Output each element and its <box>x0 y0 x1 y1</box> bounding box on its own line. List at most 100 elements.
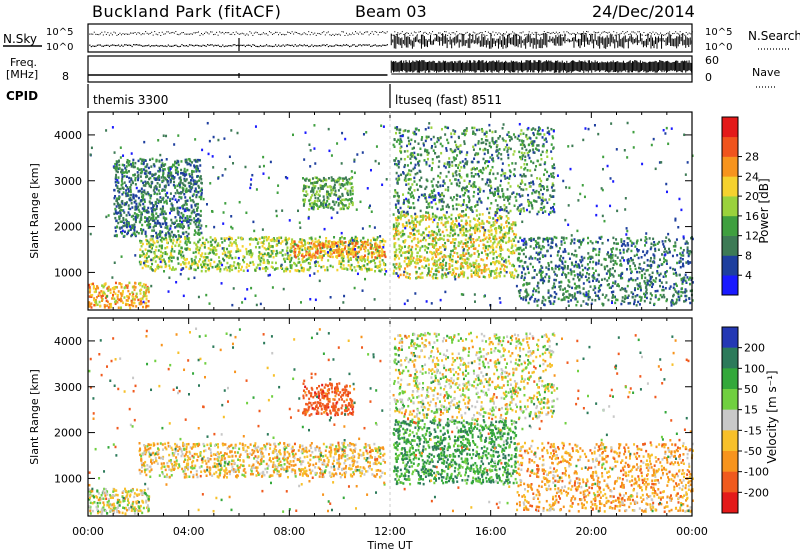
echo-cell <box>497 195 500 198</box>
noise-search-dot <box>616 32 618 34</box>
echo-cell <box>430 138 433 141</box>
echo-cell <box>311 186 314 190</box>
echo-cell <box>159 224 162 227</box>
echo-cell <box>123 230 126 234</box>
echo-cell <box>514 195 517 199</box>
noise-search-dot <box>250 32 252 34</box>
echo-cell <box>305 253 308 257</box>
echo-cell <box>149 218 152 221</box>
echo-cell <box>370 253 373 257</box>
echo-cell <box>349 265 352 269</box>
echo-cell <box>481 238 484 242</box>
echo-cell <box>88 283 91 287</box>
echo-cell <box>159 222 162 225</box>
echo-cell <box>465 189 468 192</box>
echo-cell <box>114 207 117 211</box>
echo-cell <box>231 268 234 272</box>
echo-cell <box>185 173 188 176</box>
noise-search-dot <box>380 31 382 33</box>
echo-cell <box>381 249 384 253</box>
echo-cell <box>394 250 397 254</box>
echo-cell <box>193 268 196 271</box>
echo-cell <box>143 200 146 203</box>
noise-sky-dot <box>361 45 363 47</box>
echo-cell <box>316 256 319 259</box>
echo-cell <box>120 306 123 309</box>
echo-cell <box>175 241 178 244</box>
noise-search-dot <box>480 32 482 34</box>
echo-cell <box>340 235 343 239</box>
echo-cell <box>217 267 220 270</box>
echo-cell <box>480 127 483 131</box>
echo-cell <box>443 234 446 238</box>
echo-cell <box>98 293 101 297</box>
echo-cell <box>407 219 410 222</box>
echo-cell <box>125 202 128 206</box>
echo-cell <box>496 154 499 157</box>
echo-cell <box>191 173 194 176</box>
noise-search-dot <box>607 32 609 34</box>
echo-cell <box>119 208 122 212</box>
noise-search-dot <box>178 34 180 36</box>
echo-cell <box>129 186 132 189</box>
echo-cell <box>422 215 425 219</box>
echo-cell <box>463 259 466 263</box>
echo-cell <box>116 212 119 215</box>
noise-sky-dot <box>216 44 218 47</box>
echo-cell <box>453 132 456 136</box>
echo-cell <box>159 196 162 199</box>
echo-cell <box>407 235 410 238</box>
echo-cell <box>407 172 410 175</box>
echo-cell <box>214 265 217 269</box>
noise-search-dot <box>154 31 156 33</box>
echo-cell <box>305 190 308 193</box>
echo-cell <box>302 198 305 202</box>
echo-cell <box>155 234 158 237</box>
echo-cell <box>402 223 405 226</box>
echo-cell <box>374 256 377 259</box>
echo-cell <box>507 221 510 225</box>
echo-cell <box>167 169 170 172</box>
echo-cell <box>392 213 395 216</box>
noise-search-dot <box>466 31 468 33</box>
echo-cell <box>420 215 423 218</box>
echo-cell <box>435 241 438 245</box>
echo-cell <box>549 206 552 210</box>
echo-cell <box>498 148 501 151</box>
echo-cell <box>378 264 381 268</box>
noise-search-dot <box>302 33 304 35</box>
echo-cell <box>506 232 509 235</box>
noise-search-dot <box>539 34 541 36</box>
echo-cell <box>337 253 340 256</box>
echo-cell <box>145 289 148 292</box>
echo-cell <box>360 240 363 244</box>
echo-cell <box>298 245 301 248</box>
echo-cell <box>120 220 123 223</box>
echo-cell <box>199 197 202 201</box>
echo-cell <box>90 302 93 306</box>
echo-cell <box>343 247 346 250</box>
echo-cell <box>409 260 412 263</box>
echo-cell <box>159 231 162 235</box>
echo-cell <box>142 184 145 187</box>
echo-cell <box>512 249 515 253</box>
echo-cell <box>498 225 501 228</box>
echo-cell <box>170 259 173 263</box>
echo-cell <box>128 213 131 217</box>
echo-cell <box>546 155 549 159</box>
echo-cell <box>236 247 239 251</box>
echo-cell <box>477 227 480 231</box>
echo-cell <box>489 184 492 188</box>
echo-cell <box>506 176 509 180</box>
echo-cell <box>495 229 498 232</box>
echo-cell <box>140 218 143 221</box>
echo-cell <box>147 304 150 308</box>
echo-cell <box>271 245 274 248</box>
echo-cell <box>143 189 146 192</box>
echo-cell <box>550 150 553 153</box>
echo-cell <box>435 260 438 263</box>
echo-cell <box>170 165 173 169</box>
noise-search-dot <box>90 33 92 35</box>
noise-sky-dot <box>308 45 310 48</box>
echo-cell <box>142 190 145 194</box>
